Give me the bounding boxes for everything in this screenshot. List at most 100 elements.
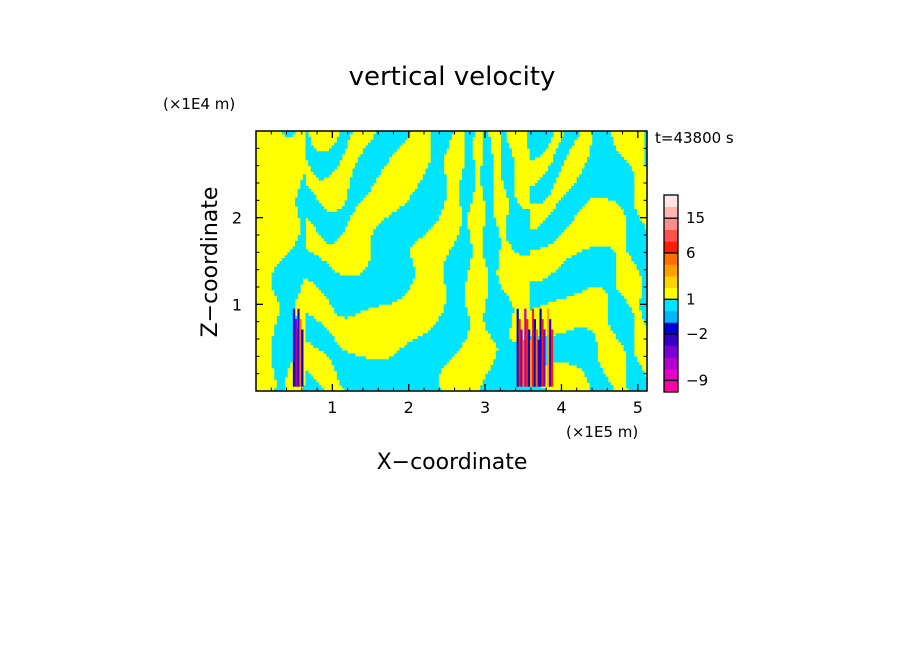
field-cell (271, 362, 291, 366)
field-cell (336, 370, 442, 375)
colorbar-swatch (664, 345, 678, 358)
colorbar-swatch (664, 241, 678, 254)
field-cell (589, 151, 619, 155)
colorbar-swatch (664, 357, 678, 370)
field-cell (456, 235, 471, 239)
field-cell (310, 341, 338, 346)
field-cell (485, 223, 497, 227)
field-cell (305, 379, 317, 383)
field-cell (501, 162, 515, 167)
field-cell (328, 356, 366, 360)
field-cell (279, 301, 296, 305)
field-cell (334, 307, 369, 311)
field-cell (412, 339, 465, 343)
field-cell (589, 382, 611, 386)
field-cell (274, 367, 288, 372)
field-cell (485, 376, 531, 380)
field-cell (553, 159, 564, 164)
field-cell (430, 139, 450, 143)
field-cell (271, 336, 299, 340)
field-cell (271, 278, 304, 282)
field-cell (626, 214, 640, 219)
field-cell (274, 327, 299, 331)
field-cell (529, 185, 554, 190)
field-cell (446, 287, 465, 291)
field-cell (480, 388, 546, 391)
field-cell (485, 321, 512, 325)
field-cell (349, 180, 377, 184)
field-cell (626, 217, 640, 221)
field-cell (448, 249, 473, 253)
field-cell (501, 142, 510, 146)
field-cell (641, 315, 647, 320)
field-cell (482, 197, 494, 201)
field-cell (339, 379, 439, 383)
field-cell (644, 148, 647, 152)
field-cell (545, 217, 575, 221)
field-cell (495, 353, 598, 357)
field-cell (464, 162, 476, 167)
field-cell (305, 327, 327, 331)
field-cell (490, 333, 510, 337)
field-cell (540, 177, 557, 181)
field-cell (511, 246, 541, 250)
field-core (526, 319, 529, 387)
field-cell (626, 356, 637, 360)
field-cell (428, 165, 445, 169)
field-cell (553, 154, 567, 158)
x-tick-label: 3 (480, 398, 490, 417)
field-cell (274, 370, 288, 375)
field-cell (482, 255, 499, 259)
field-cell (459, 185, 476, 190)
field-cell (626, 240, 647, 245)
field-cell (584, 370, 604, 375)
field-cell (626, 362, 640, 366)
field-cell (607, 295, 624, 299)
field-cell (584, 162, 630, 167)
field-cell (370, 243, 413, 247)
field-cell (297, 235, 306, 239)
colorbar-tick-label: −9 (686, 371, 708, 389)
field-cell (623, 211, 637, 216)
field-cell (542, 220, 572, 224)
field-cell (339, 382, 439, 386)
field-cell (297, 188, 312, 193)
field-cell (321, 235, 340, 239)
field-cell (430, 151, 447, 155)
field-cell (388, 214, 439, 219)
field-cell (271, 339, 299, 343)
field-cell (334, 142, 348, 146)
field-cell (626, 353, 635, 357)
field-cell (485, 263, 499, 268)
field-cell (485, 220, 497, 224)
field-cell (506, 194, 515, 198)
field-cell (487, 272, 497, 276)
field-cell (300, 232, 306, 236)
field-cell (644, 151, 647, 155)
field-cell (305, 339, 335, 343)
field-cell (555, 203, 585, 207)
field-cell (399, 347, 460, 351)
field-cell (357, 159, 390, 164)
field-cell (347, 188, 372, 193)
field-core (547, 308, 550, 387)
field-cell (305, 321, 322, 325)
time-label: t=43800 s (655, 129, 734, 147)
field-cell (626, 249, 647, 253)
field-cell (344, 200, 361, 204)
field-cell (487, 292, 507, 297)
field-cell (587, 157, 624, 161)
field-cell (592, 139, 614, 143)
field-cell (318, 177, 325, 181)
field-cell (352, 168, 382, 172)
field-cell (571, 185, 635, 190)
field-cell (644, 145, 647, 149)
field-cell (626, 229, 647, 233)
field-cell (581, 168, 632, 172)
field-cell (644, 318, 647, 323)
field-cell (506, 237, 557, 242)
field-cell (537, 180, 557, 184)
field-cell (482, 142, 491, 146)
field-cell (443, 304, 465, 308)
field-cell (587, 379, 609, 383)
